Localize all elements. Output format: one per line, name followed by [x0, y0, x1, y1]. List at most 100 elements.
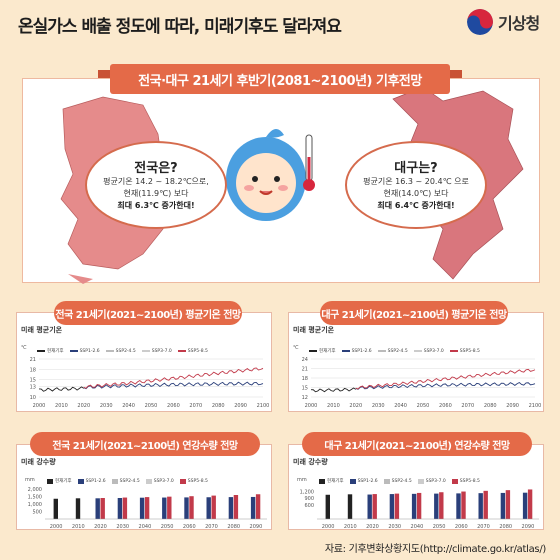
legend-item: SSP1-2.6 — [69, 349, 100, 354]
legend: 현재기후 SSP1-2.6 SSP2-4.5 SSP3-7.0 SSP5-8.5 — [37, 348, 208, 354]
y-tick: 12 — [302, 395, 308, 401]
bar — [184, 497, 189, 519]
bar — [189, 496, 194, 519]
x-tick: 2060 — [439, 403, 452, 409]
y-tick: 10 — [30, 395, 36, 401]
x-tick: 2070 — [205, 524, 218, 530]
legend-item: SSP2-4.5 — [383, 478, 412, 484]
x-tick: 2000 — [322, 524, 335, 530]
daegu-line2: 현재(14.0℃) 보다 — [383, 189, 449, 198]
dg-temp-chart: 12 15 18 21 24 2000 2010 2020 2030 2040 2050 2060 20… — [302, 357, 542, 409]
series-line — [83, 367, 264, 389]
source-note: 자료: 기후변화상황지도(http://climate.go.kr/atlas/… — [324, 544, 546, 555]
x-tick: 2040 — [394, 403, 407, 409]
legend-item: SSP5-8.5 — [451, 478, 480, 484]
legend-item: SSP5-8.5 — [179, 478, 208, 484]
x-tick: 2050 — [417, 403, 430, 409]
bar — [461, 491, 466, 519]
x-tick: 2030 — [100, 403, 113, 409]
bar — [325, 494, 330, 519]
logo-text: 기상청 — [498, 14, 540, 33]
bar — [527, 489, 533, 519]
x-tick: 2020 — [94, 524, 107, 530]
x-tick: 2080 — [227, 524, 240, 530]
legend-item: SSP1-2.6 — [77, 478, 106, 484]
taegeuk-icon — [467, 9, 493, 35]
bar — [75, 498, 81, 519]
bar — [117, 498, 123, 519]
dg-temp-panel: 미래 평균기온 ℃ 현재기후 SSP1-2.6 SSP2-4.5 SSP3-7.0 SS… — [288, 312, 544, 412]
x-tick: 2050 — [161, 524, 174, 530]
legend: 현재기후 SSP1-2.6 SSP2-4.5 SSP3-7.0 SSP5-8.5 — [47, 478, 208, 484]
x-tick: 2090 — [250, 524, 263, 530]
x-tick: 2030 — [372, 403, 385, 409]
mascot-icon — [226, 128, 315, 221]
national-line3: 최대 6.3℃ 증가한대! — [117, 201, 195, 210]
nat-rain-panel: 미래 강수량 mm 현재기후 SSP1-2.6 SSP2-4.5 SSP3-7.0 SS… — [16, 444, 272, 530]
dg-temp-unit: ℃ — [293, 345, 299, 351]
legend: 현재기후 SSP1-2.6 SSP2-4.5 SSP3-7.0 SSP5-8.5 — [319, 478, 480, 484]
y-tick: 2,000 — [28, 487, 42, 493]
legend-item: 현재기후 — [309, 348, 336, 354]
bar — [122, 497, 128, 519]
legend-item: 현재기후 — [47, 478, 72, 484]
nat-rain-unit: mm — [25, 477, 35, 483]
legend-item: 현재기후 — [37, 348, 64, 354]
bar — [233, 495, 239, 519]
bar — [389, 494, 395, 519]
legend-item: 현재기후 — [319, 478, 344, 484]
national-bubble: 전국은? 평균기온 14.2 ~ 18.2℃으로, 현재(11.9℃) 보다 최… — [85, 141, 227, 229]
dg-rain-label: 미래 강수량 — [293, 458, 328, 466]
x-tick: 2080 — [484, 403, 497, 409]
hero-panel: 전국은? 평균기온 14.2 ~ 18.2℃으로, 현재(11.9℃) 보다 최… — [22, 78, 540, 284]
bar — [139, 497, 145, 519]
legend-item: SSP5-8.5 — [449, 349, 480, 354]
x-tick: 2100 — [529, 403, 542, 409]
x-tick: 2090 — [506, 403, 519, 409]
bar — [372, 494, 377, 519]
legend-item: SSP2-4.5 — [111, 478, 140, 484]
legend-item: SSP3-7.0 — [413, 349, 444, 354]
y-tick: 900 — [304, 496, 314, 502]
nat-temp-tag: 전국 21세기(2021~2100년) 평균기온 전망 — [54, 301, 242, 325]
legend-item: SSP3-7.0 — [141, 349, 172, 354]
bar — [394, 493, 400, 519]
national-title: 전국은? — [134, 161, 178, 176]
bar — [53, 498, 58, 519]
y-tick: 21 — [30, 357, 36, 363]
legend-item: SSP2-4.5 — [377, 349, 408, 354]
dg-rain-unit: mm — [297, 477, 307, 483]
bar — [505, 490, 511, 519]
dg-rain-tag: 대구 21세기(2021~2100년) 연강수량 전망 — [302, 432, 532, 456]
x-tick: 2090 — [234, 403, 247, 409]
x-tick: 2030 — [388, 524, 401, 530]
bar — [416, 492, 422, 519]
x-tick: 2040 — [122, 403, 135, 409]
bar — [162, 497, 167, 519]
x-tick: 2010 — [72, 524, 85, 530]
legend: 현재기후 SSP1-2.6 SSP2-4.5 SSP3-7.0 SSP5-8.5 — [309, 348, 480, 354]
series-line — [38, 386, 85, 392]
x-tick: 2030 — [116, 524, 129, 530]
nat-rain-tag: 전국 21세기(2021~2100년) 연강수량 전망 — [30, 432, 260, 456]
bar — [500, 492, 506, 519]
legend-item: SSP5-8.5 — [177, 349, 208, 354]
y-tick: 13 — [30, 385, 36, 391]
nat-temp-panel: 미래 평균기온 ℃ 현재기후 SSP1-2.6 SSP2-4.5 SSP3-7.0 SS… — [16, 312, 272, 412]
x-tick: 2060 — [455, 524, 468, 530]
x-tick: 2010 — [327, 403, 340, 409]
x-tick: 2000 — [50, 524, 63, 530]
y-tick: 600 — [304, 503, 314, 509]
national-line2: 현재(11.9℃) 보다 — [123, 189, 189, 198]
x-tick: 2020 — [366, 524, 379, 530]
national-line1: 평균기온 14.2 ~ 18.2℃으로, — [103, 177, 209, 186]
y-tick: 500 — [32, 510, 42, 516]
x-tick: 2000 — [305, 403, 318, 409]
legend-item: SSP1-2.6 — [349, 478, 378, 484]
bar — [483, 490, 488, 519]
bar — [522, 492, 528, 519]
legend-item: SSP3-7.0 — [417, 478, 446, 484]
series-line — [355, 368, 536, 390]
